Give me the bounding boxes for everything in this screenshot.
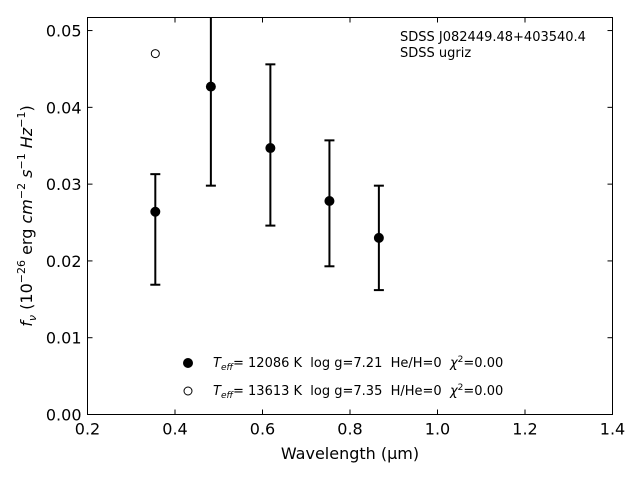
legend-1-chi-exp: 2 (458, 355, 464, 365)
y-axis-label-erg: erg (17, 224, 36, 260)
data-point-filled (205, 81, 216, 92)
y-axis-label: fν (10−26 erg cm−2 s−1 Hz−1) (15, 105, 39, 326)
x-axis-label: Wavelength (μm) (281, 444, 419, 463)
y-axis-label-exp3: −1 (15, 153, 28, 169)
y-axis-label-cm: cm (17, 199, 36, 223)
y-axis-label-paren: (10 (17, 283, 36, 315)
y-axis-label-close: ) (17, 105, 36, 111)
data-point-open (150, 49, 160, 59)
filter-set: SDSS ugriz (400, 46, 471, 61)
y-tick-label: 0.04 (46, 98, 82, 117)
x-tick-label: 0.8 (337, 420, 362, 439)
x-tick-label: 1.0 (425, 420, 450, 439)
y-axis-label-hz: Hz (17, 127, 36, 153)
x-tick-label: 1.4 (600, 420, 625, 439)
y-axis-label-s: s (17, 170, 36, 183)
legend-1-chi: χ (449, 356, 459, 371)
y-tick-label: 0.05 (46, 22, 82, 41)
point-layer (150, 49, 384, 243)
legend-marker-filled (183, 358, 193, 368)
legend-1-chi-val: =0.00 (463, 356, 503, 371)
y-tick-label: 0.01 (46, 329, 82, 348)
y-axis-label-exp4: −1 (15, 112, 28, 128)
x-tick-label: 0.4 (162, 420, 187, 439)
data-point-filled (265, 143, 276, 154)
x-tick-label: 1.2 (512, 420, 537, 439)
legend-label-2: Teff= 13613 K log g=7.35 H/He=0 χ2=0.00 (213, 383, 503, 401)
legend-1-t: T (213, 356, 222, 371)
object-name: SDSS J082449.48+403540.4 (400, 30, 586, 45)
data-point-filled (150, 206, 161, 217)
legend-label-1: Teff= 12086 K log g=7.21 He/H=0 χ2=0.00 (213, 355, 503, 373)
legend-2-chi-exp: 2 (458, 383, 464, 393)
plot-frame (87, 17, 613, 415)
data-point-filled (324, 196, 335, 207)
legend-2-text: = 13613 K log g=7.35 H/He=0 (233, 384, 450, 399)
errorbar-layer (150, 17, 384, 292)
legend-2-chi-val: =0.00 (463, 384, 503, 399)
y-axis-label-f: f (17, 319, 36, 327)
legend-1-eff: eff (221, 363, 235, 373)
tick-layer: 0.2 0.4 0.6 0.8 1.0 1.2 1.4 0.00 0.01 0.02 0.03 0.0… (46, 17, 625, 439)
legend-2-t: T (213, 384, 222, 399)
legend-2-chi: χ (449, 384, 459, 399)
legend: Teff= 12086 K log g=7.21 He/H=0 χ2=0.00 … (183, 355, 503, 401)
x-tick-label: 0.2 (75, 420, 100, 439)
data-point-filled (373, 232, 384, 243)
y-axis-label-nu: ν (26, 315, 39, 321)
y-axis-label-exp2: −2 (15, 183, 28, 199)
legend-1-text: = 12086 K log g=7.21 He/H=0 (233, 356, 450, 371)
x-tick-label: 0.6 (250, 420, 275, 439)
y-axis-label-exp1: −26 (15, 260, 28, 283)
legend-2-eff: eff (221, 391, 235, 401)
y-tick-label: 0.03 (46, 175, 82, 194)
legend-marker-open (183, 386, 193, 396)
y-tick-label: 0.02 (46, 252, 82, 271)
y-tick-label: 0.00 (46, 406, 82, 425)
